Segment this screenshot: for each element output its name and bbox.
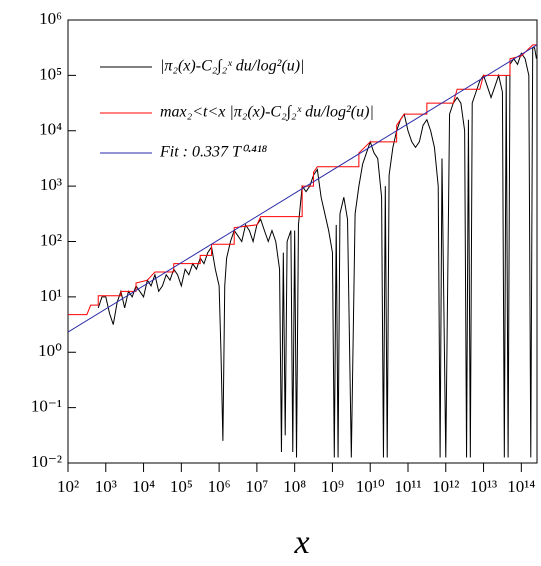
legend-label: max₂<t<x |π₂(x)-C₂∫₂ˣ du/log²(u)| — [160, 104, 374, 122]
series-line — [68, 44, 537, 333]
x-tick-label: 10⁶ — [208, 477, 231, 496]
x-tick-label: 10¹⁴ — [507, 477, 535, 496]
y-tick-label: 10³ — [40, 175, 62, 194]
y-tick-label: 10⁻¹ — [31, 397, 62, 416]
plot-area — [68, 44, 537, 458]
y-tick-label: 10⁰ — [38, 341, 62, 360]
x-tick-label: 10¹² — [432, 477, 459, 496]
x-tick-label: 10⁸ — [283, 477, 306, 496]
y-tick-label: 10⁻² — [31, 452, 62, 471]
y-tick-label: 10¹ — [40, 286, 62, 305]
series-line — [97, 47, 537, 458]
x-tick-label: 10¹¹ — [394, 477, 421, 496]
legend-label: Fit : 0.337 T⁰·⁴¹⁸ — [159, 144, 268, 161]
y-tick-label: 10⁴ — [39, 120, 62, 139]
y-tick-label: 10⁶ — [39, 9, 62, 28]
x-tick-label: 10⁵ — [170, 477, 193, 496]
x-tick-label: 10⁹ — [321, 477, 344, 496]
x-tick-label: 10¹⁰ — [356, 477, 385, 496]
x-tick-label: 10² — [57, 477, 79, 496]
y-tick-label: 10² — [40, 230, 62, 249]
x-axis-label: x — [293, 524, 309, 561]
x-tick-label: 10³ — [95, 477, 117, 496]
x-tick-label: 10⁴ — [132, 477, 155, 496]
legend-label: |π₂(x)-C₂∫₂ˣ du/log²(u)| — [160, 58, 305, 76]
y-tick-label: 10⁵ — [39, 64, 62, 83]
series-line — [68, 44, 537, 316]
x-tick-label: 10¹³ — [470, 477, 497, 496]
x-tick-label: 10⁷ — [245, 477, 268, 496]
